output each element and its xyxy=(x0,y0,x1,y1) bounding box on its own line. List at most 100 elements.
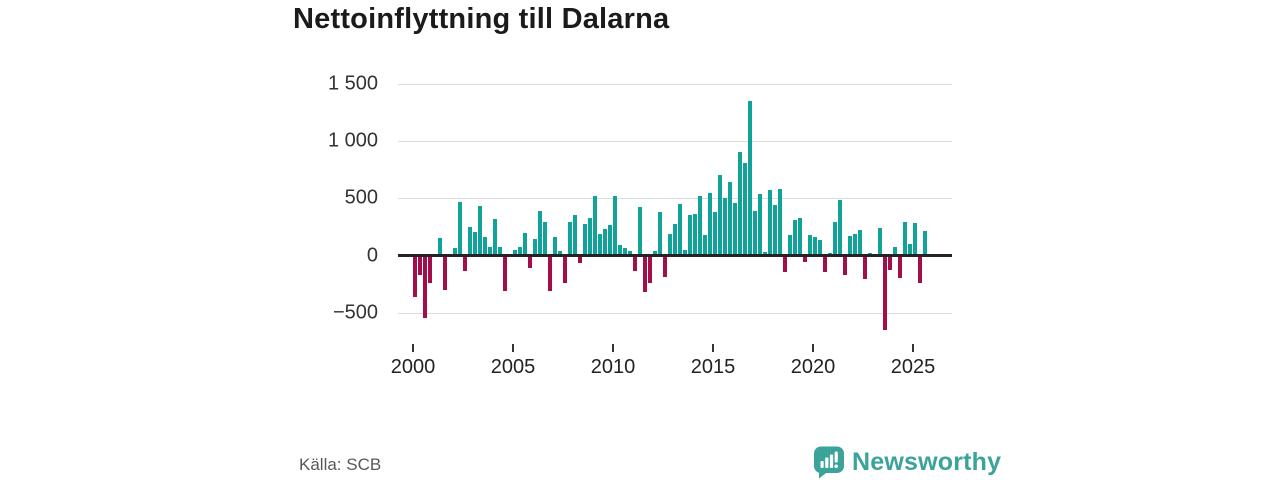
gridline-500 xyxy=(398,198,952,199)
bar xyxy=(923,231,927,256)
bar xyxy=(748,101,752,256)
gridline-1500 xyxy=(398,84,952,85)
bar xyxy=(548,257,552,292)
zero-axis-line xyxy=(398,254,952,257)
bar xyxy=(598,234,602,256)
bar xyxy=(918,257,922,283)
bar xyxy=(773,204,777,256)
bar xyxy=(798,217,802,256)
bar xyxy=(463,257,467,271)
bar xyxy=(908,244,912,256)
bar xyxy=(498,247,502,256)
bar xyxy=(628,250,632,256)
bar xyxy=(483,237,487,256)
bar xyxy=(843,257,847,275)
bar xyxy=(758,193,762,256)
bar xyxy=(883,257,887,330)
x-axis-tick xyxy=(912,344,914,352)
bar xyxy=(558,251,562,256)
source-label: Källa: SCB xyxy=(299,455,382,474)
y-axis-label: 1 500 xyxy=(327,72,378,95)
newsworthy-logo-icon xyxy=(813,446,845,479)
bar xyxy=(833,221,837,256)
bar xyxy=(658,212,662,256)
bar xyxy=(588,217,592,256)
bar xyxy=(763,252,767,256)
bar xyxy=(793,219,797,256)
bar xyxy=(573,215,577,256)
bar xyxy=(568,222,572,256)
bar xyxy=(533,238,537,256)
y-axis-label: 0 xyxy=(366,244,378,267)
x-axis-label: 2025 xyxy=(890,356,936,378)
bar xyxy=(898,257,902,279)
bar xyxy=(713,211,717,256)
x-axis-label: 2000 xyxy=(390,356,436,378)
bar xyxy=(478,206,482,256)
bar xyxy=(893,246,897,256)
bar xyxy=(468,226,472,256)
bar xyxy=(668,233,672,256)
bar xyxy=(743,162,747,256)
bar xyxy=(603,229,607,256)
bar xyxy=(878,227,882,256)
bar xyxy=(853,233,857,256)
bar xyxy=(473,231,477,256)
bar xyxy=(618,244,622,256)
bar xyxy=(903,222,907,256)
bar xyxy=(708,192,712,256)
bar xyxy=(718,174,722,256)
x-axis-tick xyxy=(812,344,814,352)
bar xyxy=(428,257,432,284)
newsworthy-wordmark: Newsworthy xyxy=(852,447,1002,476)
bar xyxy=(648,257,652,283)
chart-title: Nettoinflyttning till Dalarna xyxy=(293,3,670,35)
bar xyxy=(808,235,812,256)
bar xyxy=(813,237,817,256)
x-axis-label: 2010 xyxy=(590,356,636,378)
newsworthy-logo[interactable]: Newsworthy xyxy=(813,445,1001,479)
bar xyxy=(733,203,737,256)
bar xyxy=(413,257,417,298)
bar xyxy=(633,257,637,271)
bar xyxy=(663,257,667,277)
bar xyxy=(613,196,617,256)
bar xyxy=(753,210,757,256)
bar xyxy=(453,248,457,256)
bar xyxy=(583,223,587,256)
bar xyxy=(818,240,822,256)
x-axis-tick xyxy=(412,344,414,352)
bar xyxy=(863,257,867,280)
bar xyxy=(788,234,792,256)
bar xyxy=(803,257,807,262)
bar xyxy=(643,257,647,292)
bar xyxy=(543,222,547,256)
bar xyxy=(913,223,917,256)
bar xyxy=(848,235,852,256)
bar xyxy=(423,257,427,318)
y-axis-label: 500 xyxy=(344,186,378,209)
x-axis-label: 2015 xyxy=(690,356,736,378)
gridline-1000 xyxy=(398,141,952,142)
bar xyxy=(738,152,742,256)
x-axis-tick xyxy=(512,344,514,352)
y-axis-label: 1 000 xyxy=(327,129,378,152)
bar xyxy=(443,257,447,291)
bar xyxy=(538,211,542,256)
y-axis-label: −500 xyxy=(332,301,378,324)
bar xyxy=(578,257,582,264)
bar xyxy=(608,224,612,256)
bar xyxy=(503,257,507,292)
bar xyxy=(458,201,462,256)
bar xyxy=(678,204,682,256)
bar xyxy=(438,238,442,256)
x-axis-tick xyxy=(612,344,614,352)
bar xyxy=(703,234,707,256)
bar xyxy=(693,213,697,256)
bar xyxy=(488,246,492,256)
bar xyxy=(688,215,692,256)
bar xyxy=(673,223,677,256)
bar xyxy=(838,200,842,256)
